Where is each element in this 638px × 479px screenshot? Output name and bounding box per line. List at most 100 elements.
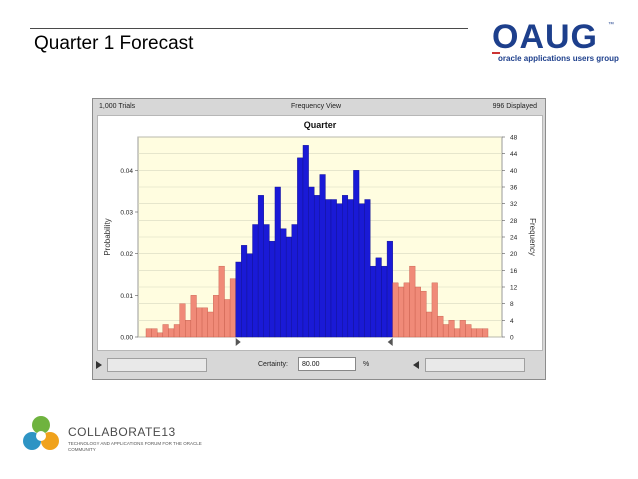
y-tick-label: 0.04 [120,168,133,175]
histogram-bar [336,203,343,338]
histogram-bar [403,282,410,338]
histogram-bar [224,299,231,338]
y-axis-label: Probability [103,218,112,255]
histogram-bar [269,240,276,338]
histogram-bar [190,295,197,338]
histogram-bar [431,282,438,338]
right-grabber-icon[interactable] [413,361,419,369]
histogram-bar [252,224,259,338]
histogram-bar [398,286,405,338]
histogram-bar [213,295,220,338]
histogram-bar [302,145,309,338]
histogram-bar [173,324,180,338]
chart-title: Quarter [304,120,337,130]
collaborate-year: 13 [161,425,176,439]
histogram-bar [229,278,236,338]
left-grabber-icon[interactable] [96,361,102,369]
y2-tick-label: 8 [510,301,514,308]
histogram-bar [185,320,192,338]
histogram-bar [330,199,337,338]
y2-tick-label: 12 [510,285,518,292]
y2-tick-label: 4 [510,318,514,325]
percent-label: % [363,361,370,368]
histogram-bar [201,307,208,338]
histogram-bar [319,174,326,338]
histogram-bar [347,199,354,338]
right-value-field[interactable] [425,358,525,372]
histogram-bar [196,307,203,338]
left-certainty-marker-icon [235,338,241,346]
histogram-bar [162,324,169,338]
histogram-bar [168,328,175,338]
frequency-chart: 048121620242832364044480.000.010.020.030… [103,120,537,346]
y2-tick-label: 36 [510,185,518,192]
crystal-ball-forecast-window: 1,000 Trials Frequency View 996 Displaye… [92,98,546,380]
displayed-count: 996 Displayed [492,103,537,110]
histogram-bar [459,320,466,338]
left-value-field[interactable] [107,358,207,372]
y2-tick-label: 20 [510,251,518,258]
certainty-label: Certainty: [258,361,288,368]
y2-tick-label: 16 [510,268,518,275]
histogram-bar [157,332,164,338]
y-tick-label: 0.03 [120,210,133,217]
histogram-bar [358,203,365,338]
histogram-bar [386,240,393,338]
histogram-bar [442,324,449,338]
histogram-bar [353,170,360,338]
histogram-bar [257,195,264,338]
histogram-bar [465,324,472,338]
y2-tick-label: 40 [510,168,518,175]
oaug-logo-text: OAUG [492,18,598,56]
histogram-bar [297,157,304,338]
histogram-bar [414,286,421,338]
histogram-bar [448,320,455,338]
histogram-bar [482,328,489,338]
view-menu-label[interactable]: Frequency View [291,103,342,110]
histogram-bar [151,328,158,338]
histogram-bar [145,328,152,338]
oaug-logo-subtitle: oracle applications users group [498,54,619,63]
histogram-bar [454,328,461,338]
y-tick-label: 0.01 [120,293,133,300]
histogram-bar [392,282,399,338]
histogram-bar [218,265,225,338]
certainty-input[interactable] [298,357,356,371]
slide-title: Quarter 1 Forecast [34,33,194,54]
histogram-bar [179,303,186,338]
y2-axis-label: Frequency [528,218,537,256]
histogram-bar [370,265,377,338]
histogram-bar [280,228,287,338]
y2-tick-label: 44 [510,151,518,158]
collaborate-wordmark: COLLABORATE13 [68,425,176,439]
oaug-logo-swoosh [492,52,500,54]
histogram-bar [207,311,214,338]
histogram-bar [291,224,298,338]
histogram-bar [325,199,332,338]
y2-tick-label: 32 [510,201,518,208]
y2-tick-label: 0 [510,335,514,342]
histogram-bar [364,199,371,338]
collaborate-logo: COLLABORATE13 TECHNOLOGY AND APPLICATION… [22,413,242,463]
right-certainty-marker-icon [387,338,393,346]
histogram-bar [342,195,349,338]
histogram-bar [476,328,483,338]
histogram-bar [381,265,388,338]
histogram-bar [426,311,433,338]
histogram-bar [308,186,315,338]
histogram-bar [437,315,444,338]
histogram-bar [313,195,321,338]
y-tick-label: 0.00 [120,335,133,342]
collaborate-tagline: TECHNOLOGY AND APPLICATIONS FORUM FOR TH… [68,441,202,452]
histogram-bar [375,257,382,338]
oaug-logo-tm: ™ [608,22,614,28]
y2-tick-label: 24 [510,235,518,242]
collaborate-mark-icon [23,416,59,450]
trials-count: 1,000 Trials [99,103,136,110]
histogram-bar [263,224,270,338]
histogram-bar [241,245,248,338]
y-tick-label: 0.02 [120,251,133,258]
collaborate-word: COLLABORATE [68,425,162,439]
chart-frame: 0 4 8 12 16 20 24 28 32 36 40 44 48 0.00 0.01 0.02 0.03 0… [97,115,543,351]
oaug-logo: OAUG ™ oracle applications users group [492,18,619,66]
